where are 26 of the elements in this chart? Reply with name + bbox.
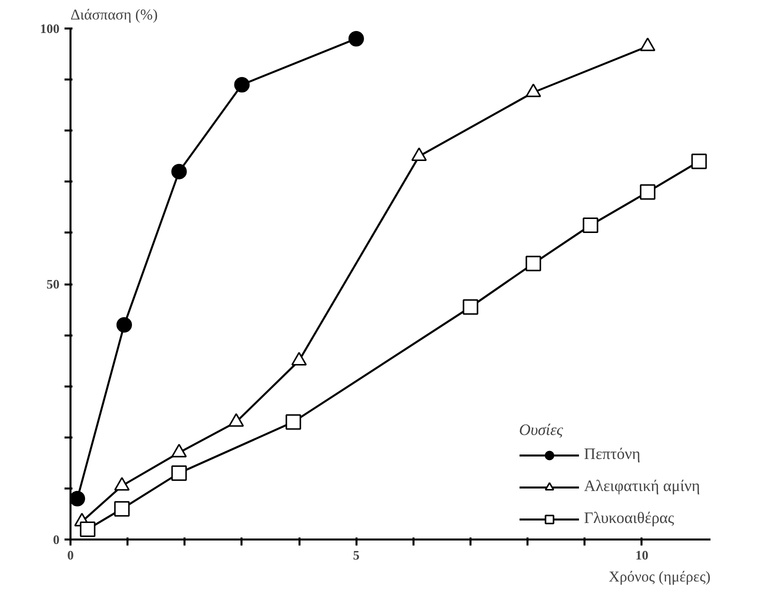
x-tick-label: 10 <box>635 548 648 562</box>
x-tick-label: 0 <box>67 548 74 562</box>
point <box>171 164 187 180</box>
point <box>640 184 656 200</box>
y-axis-title: Διάσπαση (%) <box>70 8 158 24</box>
point <box>234 76 250 92</box>
legend-label: Αλειφατική αμίνη <box>584 478 700 496</box>
legend-label: Γλυκοαιθέρας <box>584 510 674 528</box>
point <box>348 30 364 46</box>
legend-title: Ουσίες <box>519 422 564 440</box>
point <box>80 522 96 538</box>
point <box>70 490 86 506</box>
y-tick-label: 50 <box>46 276 60 292</box>
point <box>526 256 542 272</box>
point <box>582 217 598 233</box>
legend-label: Πεπτόνη <box>584 446 640 464</box>
point <box>116 317 132 333</box>
x-tick-label: 5 <box>352 548 360 562</box>
y-tick-label: 0 <box>53 532 60 547</box>
y-tick-label: 100 <box>40 21 60 36</box>
x-axis-title: Χρόνος (ημέρες) <box>608 570 711 586</box>
point <box>114 501 130 517</box>
point <box>286 414 302 430</box>
point <box>462 299 478 315</box>
point <box>171 465 187 481</box>
point <box>691 154 707 170</box>
